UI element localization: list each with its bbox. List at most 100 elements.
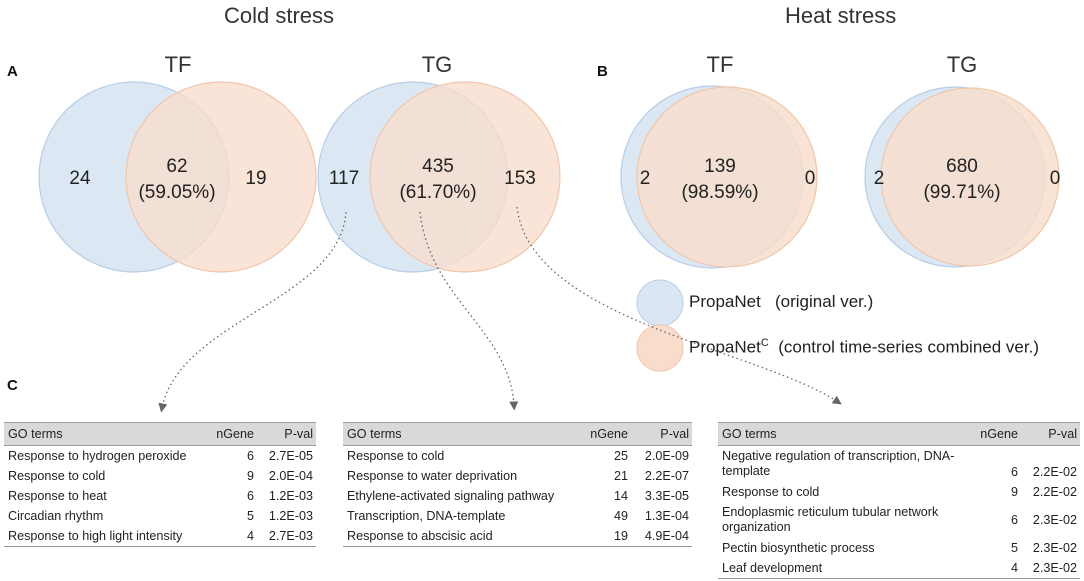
legend-combined-name: PropaNet bbox=[689, 337, 761, 357]
legend-original-swatch bbox=[636, 279, 684, 327]
venn-heat-tg-right-count: 0 bbox=[1049, 168, 1061, 189]
heat-stress-heading: Heat stress bbox=[785, 3, 897, 28]
venn-cold-tf-title: TF bbox=[164, 52, 192, 77]
header-ngene: nGene bbox=[209, 422, 257, 446]
header-go-terms: GO terms bbox=[343, 422, 583, 446]
table-row: Pectin biosynthetic process 5 2.3E-02 bbox=[718, 538, 1080, 558]
venn-cold-tg-overlap-count: 435 bbox=[422, 156, 454, 177]
go-term: Response to high light intensity bbox=[4, 526, 209, 547]
go-term: Response to heat bbox=[8, 489, 107, 503]
legend-combined-swatch bbox=[636, 324, 684, 372]
go-term: Ethylene-activated signaling pathway bbox=[347, 489, 555, 503]
table-header-row: GO terms nGene P-val bbox=[4, 422, 316, 446]
pval: 2.0E-09 bbox=[644, 449, 689, 463]
pval: 1.3E-04 bbox=[644, 509, 689, 523]
pval: 4.9E-04 bbox=[631, 526, 692, 547]
legend-combined-label: PropaNetC (control time-series combined … bbox=[689, 337, 1039, 358]
pval: 2.7E-03 bbox=[257, 526, 316, 547]
pval: 3.3E-05 bbox=[644, 489, 689, 503]
ngene: 6 bbox=[246, 449, 254, 463]
table-row: Response to high light intensity 4 2.7E-03 bbox=[4, 526, 316, 547]
go-table-right-only: GO terms nGene P-val Negative regulation… bbox=[718, 422, 1080, 579]
legend-original-label: PropaNet (original ver.) bbox=[689, 292, 873, 312]
venn-cold-tf-left-count: 24 bbox=[69, 168, 91, 189]
venn-heat-tg-left-count: 2 bbox=[873, 168, 885, 189]
header-ngene: nGene bbox=[583, 422, 631, 446]
venn-cold-tf-overlap-pct: (59.05%) bbox=[138, 182, 216, 203]
table-row: Response to abscisic acid 19 4.9E-04 bbox=[343, 526, 692, 547]
venn-heat-tf-title: TF bbox=[706, 52, 734, 77]
go-term: Response to hydrogen peroxide bbox=[8, 449, 187, 463]
venn-combined-circle bbox=[880, 87, 1060, 267]
connector-arrow-right-only bbox=[516, 206, 842, 405]
connector-arrow-left-only bbox=[158, 211, 347, 413]
pval: 2.3E-02 bbox=[1032, 513, 1077, 527]
venn-cold-tg bbox=[317, 81, 561, 273]
panel-a-label: A bbox=[7, 63, 18, 80]
venn-heat-tf-left-count: 2 bbox=[639, 168, 651, 189]
table-row: Leaf development 4 2.3E-02 bbox=[718, 558, 1080, 579]
header-go-terms: GO terms bbox=[4, 422, 209, 446]
table-row: Response to heat 6 1.2E-03 bbox=[4, 486, 316, 506]
ngene: 21 bbox=[613, 469, 628, 483]
go-table-left-only: GO terms nGene P-val Response to hydroge… bbox=[4, 422, 316, 547]
cold-stress-heading: Cold stress bbox=[224, 3, 335, 28]
venn-heat-tf-overlap-count: 139 bbox=[704, 156, 736, 177]
venn-cold-tg-left-count: 117 bbox=[328, 168, 360, 189]
pval: 1.2E-03 bbox=[268, 509, 313, 523]
table-row: Circadian rhythm 5 1.2E-03 bbox=[4, 506, 316, 526]
pval: 2.2E-07 bbox=[644, 469, 689, 483]
ngene: 6 bbox=[1010, 513, 1018, 527]
table-row: Endoplasmic reticulum tubular network or… bbox=[718, 502, 1080, 538]
panel-b-label: B bbox=[597, 63, 608, 80]
table-header-row: GO terms nGene P-val bbox=[718, 422, 1080, 446]
table-header-row: GO terms nGene P-val bbox=[343, 422, 692, 446]
pval: 2.0E-04 bbox=[268, 469, 313, 483]
ngene: 9 bbox=[1010, 485, 1018, 499]
table-row: Response to water deprivation 21 2.2E-07 bbox=[343, 466, 692, 486]
go-term: Transcription, DNA-template bbox=[347, 509, 506, 523]
venn-combined-circle bbox=[369, 81, 561, 273]
header-go-terms: GO terms bbox=[718, 422, 973, 446]
table-row: Response to cold 25 2.0E-09 bbox=[343, 446, 692, 467]
pval: 2.3E-02 bbox=[1021, 558, 1080, 579]
venn-combined-circle bbox=[636, 86, 818, 268]
venn-heat-tg-overlap-count: 680 bbox=[946, 156, 978, 177]
venn-cold-tf-right-count: 19 bbox=[245, 168, 267, 189]
panel-c-label: C bbox=[7, 377, 18, 394]
go-term: Response to cold bbox=[347, 449, 445, 463]
venn-cold-tf-overlap-count: 62 bbox=[166, 156, 188, 177]
ngene: 4 bbox=[209, 526, 257, 547]
venn-combined-circle bbox=[125, 81, 317, 273]
table-row: Transcription, DNA-template 49 1.3E-04 bbox=[343, 506, 692, 526]
table-row: Negative regulation of transcription, DN… bbox=[718, 446, 1080, 483]
go-term: Response to water deprivation bbox=[347, 469, 518, 483]
header-pval: P-val bbox=[631, 422, 692, 446]
legend-original-name: PropaNet bbox=[689, 292, 761, 311]
venn-cold-tg-right-count: 153 bbox=[504, 168, 536, 189]
pval: 2.2E-02 bbox=[1032, 485, 1077, 499]
ngene: 14 bbox=[613, 489, 628, 503]
venn-heat-tg-overlap-pct: (99.71%) bbox=[923, 182, 1001, 203]
go-term: Leaf development bbox=[718, 558, 973, 579]
go-term: Circadian rhythm bbox=[8, 509, 104, 523]
header-ngene: nGene bbox=[973, 422, 1021, 446]
table-row: Response to cold 9 2.0E-04 bbox=[4, 466, 316, 486]
legend-original-desc: (original ver.) bbox=[775, 292, 874, 311]
ngene: 9 bbox=[246, 469, 254, 483]
go-table-overlap: GO terms nGene P-val Response to cold 25 2… bbox=[343, 422, 692, 547]
venn-heat-tf bbox=[620, 85, 818, 269]
go-term: Response to cold bbox=[8, 469, 106, 483]
table-row: Ethylene-activated signaling pathway 14 3.… bbox=[343, 486, 692, 506]
go-term: Endoplasmic reticulum tubular network or… bbox=[722, 505, 939, 534]
venn-cold-tg-overlap-pct: (61.70%) bbox=[399, 182, 477, 203]
venn-heat-tg bbox=[864, 86, 1060, 268]
ngene: 19 bbox=[583, 526, 631, 547]
ngene: 6 bbox=[246, 489, 254, 503]
legend-combined-sup: C bbox=[760, 337, 769, 349]
ngene: 4 bbox=[973, 558, 1021, 579]
go-term: Response to cold bbox=[722, 485, 820, 499]
ngene: 49 bbox=[613, 509, 628, 523]
header-pval: P-val bbox=[257, 422, 316, 446]
